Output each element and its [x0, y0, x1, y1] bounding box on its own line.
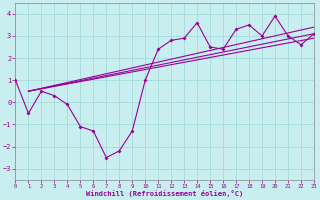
X-axis label: Windchill (Refroidissement éolien,°C): Windchill (Refroidissement éolien,°C) [86, 190, 243, 197]
